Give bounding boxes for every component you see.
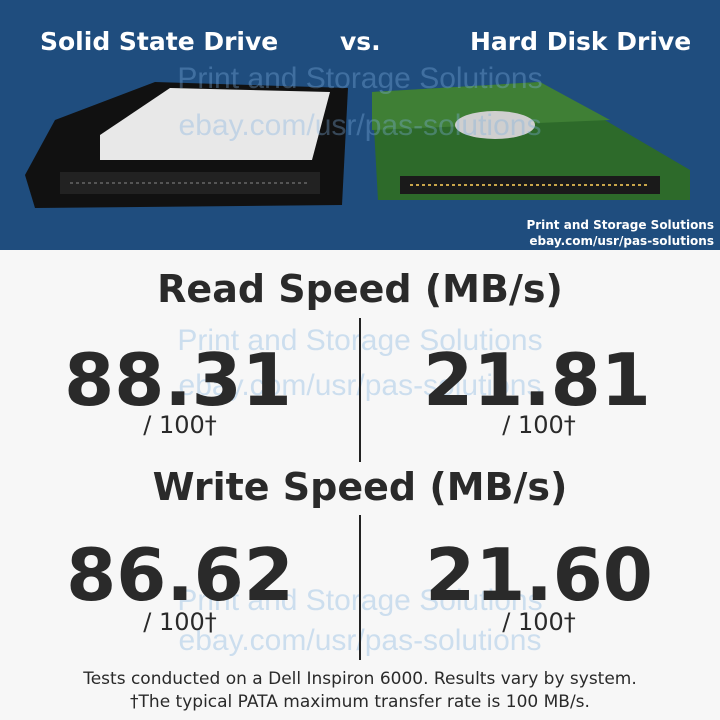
section-title: Write Speed (MB/s) (153, 465, 568, 509)
hdd-value: 21.81 (423, 338, 651, 422)
vs-label: vs. (340, 27, 381, 56)
hdd-image (372, 82, 690, 200)
scale-label: / 100† (502, 411, 576, 439)
ssd-image (25, 82, 348, 208)
credit-url: ebay.com/usr/pas-solutions (529, 234, 714, 248)
ssd-title: Solid State Drive (40, 27, 278, 56)
footnote: Tests conducted on a Dell Inspiron 6000.… (82, 669, 637, 689)
hdd-value: 21.60 (425, 533, 653, 617)
scale-label: / 100† (143, 411, 217, 439)
scale-label: / 100† (502, 608, 576, 636)
credit-name: Print and Storage Solutions (526, 218, 714, 232)
watermark: Print and Storage Solutions (177, 62, 542, 95)
hdd-title: Hard Disk Drive (470, 27, 691, 56)
footnote: †The typical PATA maximum transfer rate … (130, 692, 590, 712)
section-title: Read Speed (MB/s) (157, 267, 563, 311)
watermark: ebay.com/usr/pas-solutions (179, 109, 542, 142)
scale-label: / 100† (143, 608, 217, 636)
ssd-value: 88.31 (64, 338, 292, 422)
ssd-value: 86.62 (66, 533, 294, 617)
